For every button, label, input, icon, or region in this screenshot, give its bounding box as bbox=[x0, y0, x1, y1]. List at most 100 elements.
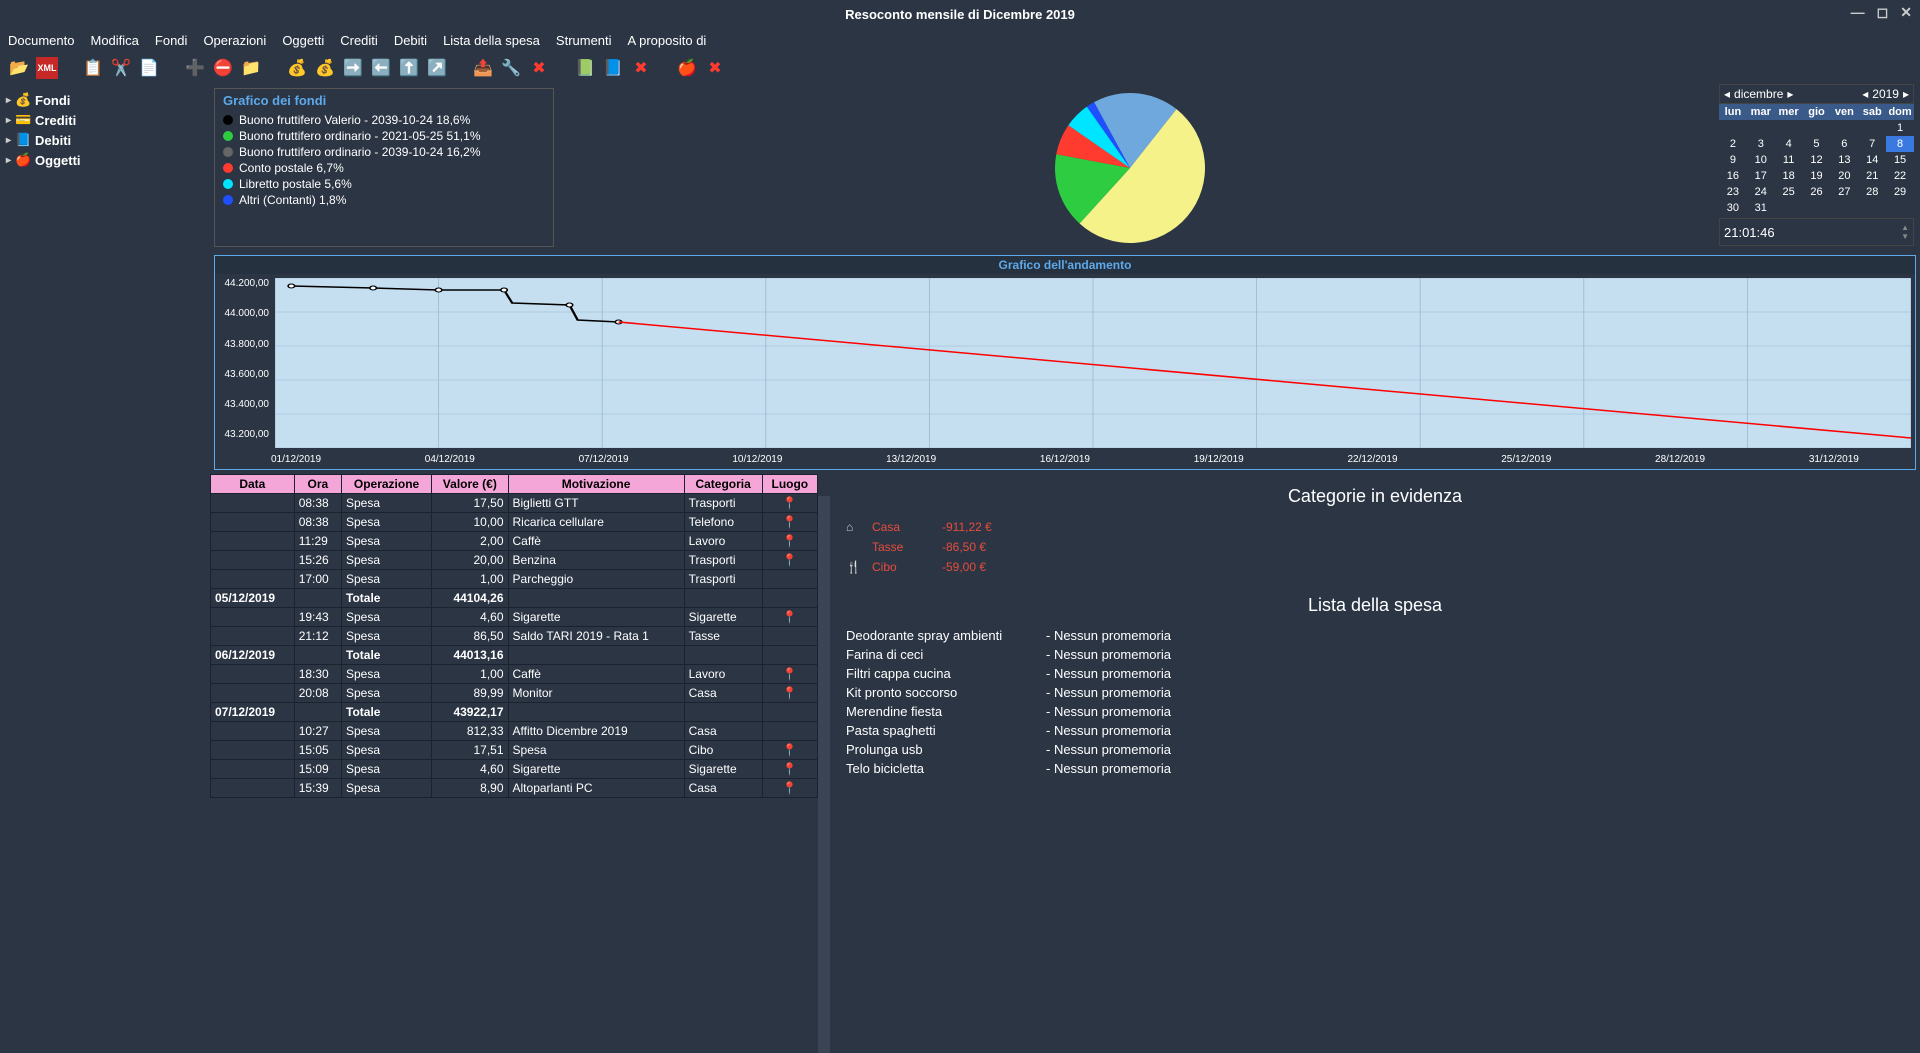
table-scrollbar[interactable] bbox=[818, 496, 830, 1053]
cal-next-month[interactable]: ▸ bbox=[1787, 87, 1793, 101]
table-row[interactable]: 19:43Spesa4,60SigaretteSigarette📍 bbox=[211, 608, 818, 627]
cal-day[interactable]: 12 bbox=[1803, 152, 1831, 168]
table-row[interactable]: 15:09Spesa4,60SigaretteSigarette📍 bbox=[211, 760, 818, 779]
table-row[interactable]: 21:12Spesa86,50Saldo TARI 2019 - Rata 1T… bbox=[211, 627, 818, 646]
arrow-left-icon[interactable]: ⬅️ bbox=[370, 57, 392, 79]
cal-day[interactable]: 30 bbox=[1719, 200, 1747, 216]
tree-oggetti[interactable]: ▸🍎Oggetti bbox=[6, 150, 204, 170]
tools-icon[interactable]: 🔧 bbox=[500, 57, 522, 79]
delete2-icon[interactable]: ✖ bbox=[630, 57, 652, 79]
table-row[interactable]: 08:38Spesa17,50Biglietti GTTTrasporti📍 bbox=[211, 494, 818, 513]
cal-day[interactable]: 24 bbox=[1747, 184, 1775, 200]
money-del-icon[interactable]: 💰 bbox=[314, 57, 336, 79]
cal-day[interactable]: 2 bbox=[1719, 136, 1747, 152]
cal-next-year[interactable]: ▸ bbox=[1903, 87, 1909, 101]
cal-prev-month[interactable]: ◂ bbox=[1724, 87, 1730, 101]
menu-operazioni[interactable]: Operazioni bbox=[203, 33, 266, 48]
arrow-out-icon[interactable]: ↗️ bbox=[426, 57, 448, 79]
menu-modifica[interactable]: Modifica bbox=[90, 33, 138, 48]
table-row[interactable]: 11:29Spesa2,00CaffèLavoro📍 bbox=[211, 532, 818, 551]
folder-icon[interactable]: 📁 bbox=[240, 57, 262, 79]
cal-day[interactable]: 25 bbox=[1775, 184, 1803, 200]
arrow-up-icon[interactable]: ⬆️ bbox=[398, 57, 420, 79]
money-icon[interactable]: 💰 bbox=[286, 57, 308, 79]
time-up[interactable]: ▲ bbox=[1901, 223, 1909, 232]
cal-day[interactable]: 21 bbox=[1858, 168, 1886, 184]
menu-a-proposito-di[interactable]: A proposito di bbox=[628, 33, 707, 48]
cal-day[interactable]: 16 bbox=[1719, 168, 1747, 184]
menu-lista-della-spesa[interactable]: Lista della spesa bbox=[443, 33, 540, 48]
book-icon[interactable]: 📗 bbox=[574, 57, 596, 79]
minimize-button[interactable]: — bbox=[1851, 4, 1865, 21]
maximize-button[interactable]: ◻ bbox=[1877, 4, 1889, 21]
cal-day[interactable]: 11 bbox=[1775, 152, 1803, 168]
cal-day[interactable]: 22 bbox=[1886, 168, 1914, 184]
apple-icon[interactable]: 🍎 bbox=[676, 57, 698, 79]
paste-icon[interactable]: 📄 bbox=[138, 57, 160, 79]
table-row[interactable]: 20:08Spesa89,99MonitorCasa📍 bbox=[211, 684, 818, 703]
copy-icon[interactable]: 📋 bbox=[82, 57, 104, 79]
cal-day[interactable]: 5 bbox=[1803, 136, 1831, 152]
cal-day[interactable]: 20 bbox=[1830, 168, 1858, 184]
menu-debiti[interactable]: Debiti bbox=[394, 33, 427, 48]
col-header[interactable]: Motivazione bbox=[508, 475, 684, 494]
delete-icon[interactable]: ✖ bbox=[528, 57, 550, 79]
table-row[interactable]: 17:00Spesa1,00ParcheggioTrasporti bbox=[211, 570, 818, 589]
cal-day[interactable]: 27 bbox=[1830, 184, 1858, 200]
col-header[interactable]: Valore (€) bbox=[432, 475, 508, 494]
table-row[interactable]: 06/12/2019Totale44013,16 bbox=[211, 646, 818, 665]
table-row[interactable]: 07/12/2019Totale43922,17 bbox=[211, 703, 818, 722]
cal-day[interactable]: 29 bbox=[1886, 184, 1914, 200]
col-header[interactable]: Operazione bbox=[342, 475, 432, 494]
cal-day[interactable]: 14 bbox=[1858, 152, 1886, 168]
table-row[interactable]: 08:38Spesa10,00Ricarica cellulareTelefon… bbox=[211, 513, 818, 532]
table-row[interactable]: 10:27Spesa812,33Affitto Dicembre 2019Cas… bbox=[211, 722, 818, 741]
cal-day[interactable]: 18 bbox=[1775, 168, 1803, 184]
cal-day[interactable]: 28 bbox=[1858, 184, 1886, 200]
menu-strumenti[interactable]: Strumenti bbox=[556, 33, 612, 48]
table-row[interactable]: 05/12/2019Totale44104,26 bbox=[211, 589, 818, 608]
book-edit-icon[interactable]: 📘 bbox=[602, 57, 624, 79]
menu-fondi[interactable]: Fondi bbox=[155, 33, 188, 48]
table-row[interactable]: 18:30Spesa1,00CaffèLavoro📍 bbox=[211, 665, 818, 684]
cal-day[interactable]: 31 bbox=[1747, 200, 1775, 216]
menu-documento[interactable]: Documento bbox=[8, 33, 74, 48]
cal-day[interactable]: 8 bbox=[1886, 136, 1914, 152]
cal-day[interactable]: 6 bbox=[1830, 136, 1858, 152]
xml-icon[interactable]: XML bbox=[36, 57, 58, 79]
open-icon[interactable]: 📂 bbox=[8, 57, 30, 79]
send-icon[interactable]: 📤 bbox=[472, 57, 494, 79]
cal-day[interactable]: 19 bbox=[1803, 168, 1831, 184]
cal-day[interactable]: 3 bbox=[1747, 136, 1775, 152]
cal-day[interactable]: 4 bbox=[1775, 136, 1803, 152]
time-down[interactable]: ▼ bbox=[1901, 232, 1909, 241]
cal-day[interactable]: 10 bbox=[1747, 152, 1775, 168]
add-icon[interactable]: ➕ bbox=[184, 57, 206, 79]
cal-day[interactable]: 1 bbox=[1886, 120, 1914, 136]
cut-icon[interactable]: ✂️ bbox=[110, 57, 132, 79]
table-row[interactable]: 15:05Spesa17,51SpesaCibo📍 bbox=[211, 741, 818, 760]
cal-day[interactable]: 13 bbox=[1830, 152, 1858, 168]
tree-fondi[interactable]: ▸💰Fondi bbox=[6, 90, 204, 110]
menu-crediti[interactable]: Crediti bbox=[340, 33, 378, 48]
cal-day[interactable]: 26 bbox=[1803, 184, 1831, 200]
table-row[interactable]: 15:39Spesa8,90Altoparlanti PCCasa📍 bbox=[211, 779, 818, 798]
cal-prev-year[interactable]: ◂ bbox=[1862, 87, 1868, 101]
cal-day[interactable]: 7 bbox=[1858, 136, 1886, 152]
col-header[interactable]: Data bbox=[211, 475, 295, 494]
remove-icon[interactable]: ⛔ bbox=[212, 57, 234, 79]
col-header[interactable]: Luogo bbox=[762, 475, 817, 494]
cal-day[interactable]: 23 bbox=[1719, 184, 1747, 200]
col-header[interactable]: Ora bbox=[294, 475, 341, 494]
close-button[interactable]: ✕ bbox=[1900, 4, 1912, 21]
delete3-icon[interactable]: ✖ bbox=[704, 57, 726, 79]
cal-day[interactable]: 15 bbox=[1886, 152, 1914, 168]
tree-debiti[interactable]: ▸📘Debiti bbox=[6, 130, 204, 150]
arrow-right-icon[interactable]: ➡️ bbox=[342, 57, 364, 79]
table-row[interactable]: 15:26Spesa20,00BenzinaTrasporti📍 bbox=[211, 551, 818, 570]
cal-day[interactable]: 9 bbox=[1719, 152, 1747, 168]
cal-day[interactable]: 17 bbox=[1747, 168, 1775, 184]
col-header[interactable]: Categoria bbox=[684, 475, 762, 494]
menu-oggetti[interactable]: Oggetti bbox=[282, 33, 324, 48]
tree-crediti[interactable]: ▸💳Crediti bbox=[6, 110, 204, 130]
